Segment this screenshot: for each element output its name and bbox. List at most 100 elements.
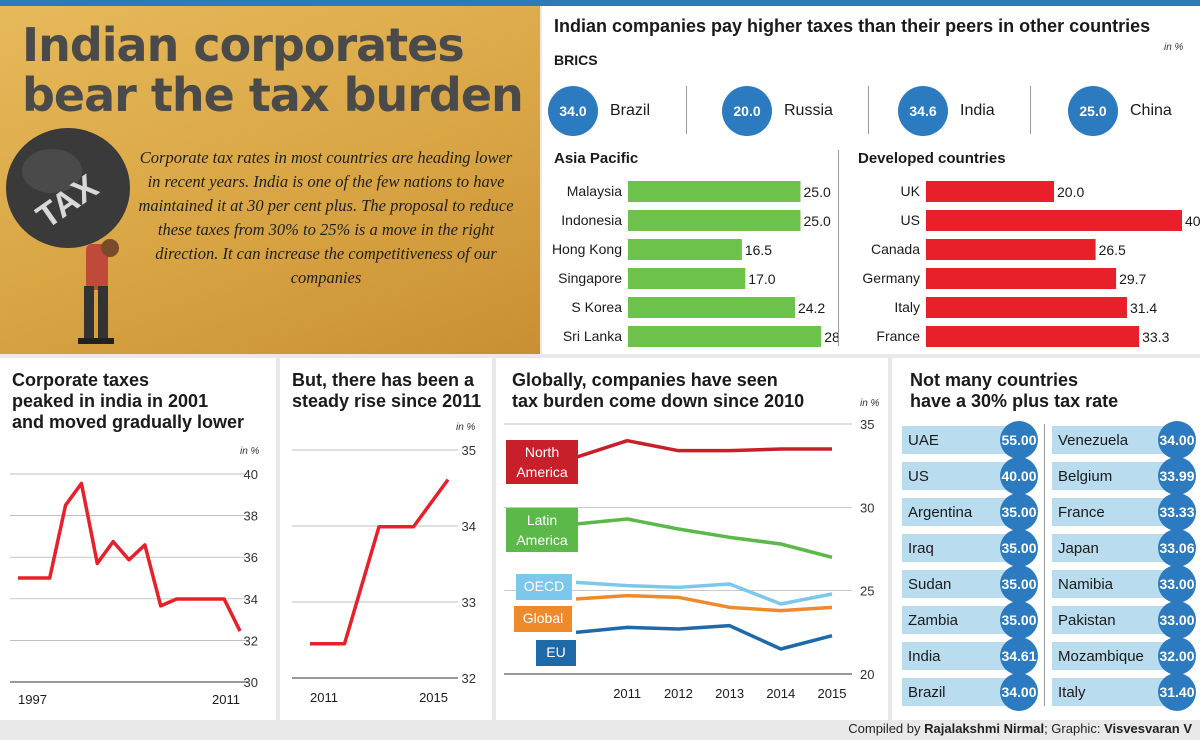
brics-divider [868, 86, 869, 134]
legend-label-latin-america: America [516, 532, 568, 548]
bar-germany [926, 268, 1117, 289]
bar-malaysia [628, 181, 801, 202]
developed-bar-chart: UK 20.0 US 40.0 Canada 26.5 Germany 29.7 Italy 31… [862, 181, 1200, 347]
brics-divider [1030, 86, 1031, 134]
bar-indonesia [628, 210, 801, 231]
country-row-belgium: Belgium 33.99 [1052, 457, 1196, 495]
country-tax-value: 34.00 [1158, 421, 1196, 459]
developed-title: Developed countries [858, 150, 1006, 167]
bar-category-france: France [876, 328, 920, 344]
hero-description: Corporate tax rates in most countries ar… [138, 148, 514, 287]
brics-item-china: 25.0 China [1068, 86, 1172, 136]
comparison-title: Indian companies pay higher taxes than t… [554, 16, 1151, 36]
bar-value-malaysia: 25.0 [804, 184, 831, 200]
x-tick-2012: 2012 [664, 686, 693, 701]
country-row-italy: Italy 31.40 [1052, 673, 1196, 711]
brics-name-brazil: Brazil [610, 102, 651, 119]
brics-value-china: 25.0 [1068, 86, 1118, 136]
top-accent-line [0, 0, 1200, 6]
country-name: UAE [908, 431, 939, 449]
asia-pacific-title: Asia Pacific [554, 150, 639, 167]
credit-graphic: Visvesvaran V [1104, 721, 1192, 736]
chart2-title-line2: steady rise since 2011 [292, 391, 482, 411]
bar-category-canada: Canada [871, 241, 920, 257]
country-name: Belgium [1058, 467, 1113, 485]
india-tax-recent-line-chart: 32 33 34 35 2011 2015 [292, 443, 476, 705]
bar-value-germany: 29.7 [1119, 271, 1146, 287]
x-tick-2015: 2015 [419, 690, 448, 705]
bar-category-s-korea: S Korea [571, 299, 622, 315]
brics-name-india: India [960, 102, 995, 119]
bar-canada [926, 239, 1096, 260]
country-tax-value: 33.06 [1158, 529, 1196, 567]
brics-value-india: 34.6 [898, 86, 948, 136]
brics-divider [686, 86, 687, 134]
y-tick-32: 32 [462, 671, 476, 686]
country-name: Argentina [908, 503, 973, 521]
bar-hong-kong [628, 239, 742, 260]
country-tax-value: 33.00 [1158, 601, 1196, 639]
country-tax-value: 35.00 [1000, 493, 1038, 531]
x-tick-1997: 1997 [18, 692, 47, 707]
country-tax-value: 33.00 [1158, 565, 1196, 603]
y-tick-35: 35 [462, 443, 476, 458]
legend-label-north-america: North [525, 444, 559, 460]
bar-value-us: 40.0 [1185, 213, 1200, 229]
series-line-global [575, 593, 833, 613]
country-row-mozambique: Mozambique 32.00 [1052, 637, 1196, 675]
bar-category-uk: UK [901, 183, 921, 199]
credit-mid: ; Graphic: [1044, 721, 1105, 736]
asia-pacific-bar-chart: Malaysia 25.0 Indonesia 25.0 Hong Kong 16.5 Si… [552, 181, 838, 347]
series-line-north-america [575, 438, 832, 459]
country-row-venezuela: Venezuela 34.00 [1052, 421, 1196, 459]
bar-uk [926, 181, 1054, 202]
legend-global: Global [514, 606, 572, 632]
chart1-title-line3: and moved gradually lower [12, 412, 245, 432]
bar-category-hong-kong: Hong Kong [552, 241, 622, 257]
country-name: France [1058, 503, 1105, 521]
x-tick-2011: 2011 [613, 686, 641, 701]
country-name: Pakistan [1058, 611, 1116, 629]
country-name: Venezuela [1058, 431, 1129, 449]
x-tick-2011: 2011 [212, 692, 240, 707]
country-row-iraq: Iraq 35.00 [902, 529, 1038, 567]
bar-sri-lanka [628, 326, 822, 347]
y-tick-38: 38 [244, 509, 258, 524]
legend-label-global: Global [523, 610, 563, 626]
bar-value-france: 33.3 [1142, 329, 1169, 345]
country-name: Zambia [908, 611, 959, 629]
country-tax-value: 34.00 [1000, 673, 1038, 711]
country-row-uae: UAE 55.00 [902, 421, 1038, 459]
bar-value-indonesia: 25.0 [804, 213, 831, 229]
chart1-title: Corporate taxes peaked in india in 2001 … [12, 370, 244, 433]
legend-swatch-north-america [506, 440, 578, 484]
india-tax-line-chart: 30 32 34 36 38 40 1997 2011 [10, 467, 258, 707]
country-row-india: India 34.61 [902, 637, 1038, 675]
chart1-unit: in % [240, 446, 260, 457]
country-tax-value: 55.00 [1000, 421, 1038, 459]
y-tick-20: 20 [860, 667, 874, 682]
credit-prefix: Compiled by [848, 721, 925, 736]
y-tick-34: 34 [462, 519, 476, 534]
country-name: Namibia [1058, 575, 1114, 593]
country-tax-value: 31.40 [1158, 673, 1196, 711]
country-name: Mozambique [1058, 647, 1144, 665]
chart3-title-line2: tax burden come down since 2010 [512, 391, 805, 411]
countries-panel: Not many countries have a 30% plus tax r… [892, 358, 1200, 720]
hero-title: Indian corporates bear the tax burden [22, 20, 524, 120]
country-row-brazil: Brazil 34.00 [902, 673, 1038, 711]
person-body [86, 244, 108, 290]
y-tick-40: 40 [244, 467, 258, 482]
series-line-latin-america [575, 517, 833, 560]
india-tax-recent-panel: But, there has been a steady rise since … [280, 358, 492, 720]
brics-item-brazil: 34.0 Brazil [548, 86, 650, 136]
series-line-line [18, 481, 242, 632]
chart3-unit: in % [860, 398, 880, 409]
bar-value-italy: 31.4 [1130, 300, 1157, 316]
global-tax-line-chart: 20 25 30 35 2011 2012 2013 2014 2015 North America… [504, 417, 874, 701]
legend-eu: EU [536, 640, 576, 666]
country-name: Iraq [908, 539, 934, 557]
bar-category-singapore: Singapore [558, 270, 622, 286]
country-row-pakistan: Pakistan 33.00 [1052, 601, 1196, 639]
country-tax-value: 35.00 [1000, 565, 1038, 603]
